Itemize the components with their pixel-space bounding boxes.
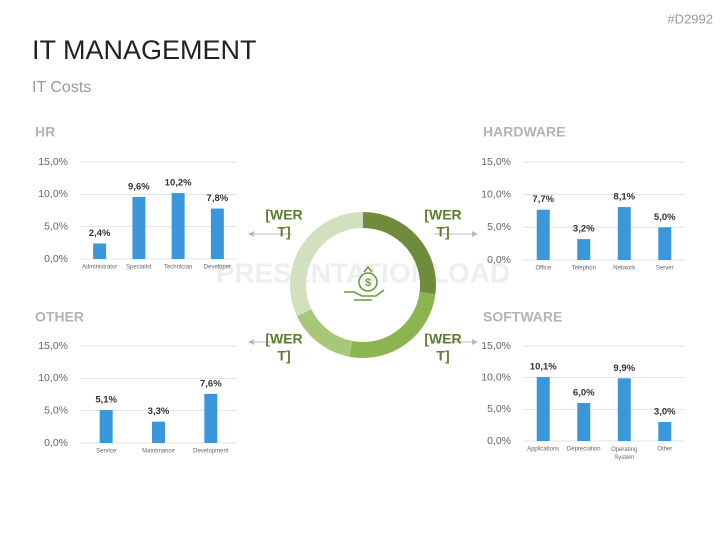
- x-tick-label: Development: [193, 449, 229, 455]
- y-tick-label: 15,0%: [481, 340, 511, 352]
- value-label: 7,7%: [532, 194, 554, 205]
- annotation: T]: [277, 348, 290, 364]
- value-label: 2,4%: [89, 228, 111, 239]
- donut-segment: [349, 292, 436, 359]
- annotation: [WER: [265, 207, 302, 223]
- y-tick-label: 5,0%: [487, 403, 511, 415]
- svg-text:$: $: [365, 277, 371, 289]
- bar: [210, 208, 224, 259]
- value-label: 5,0%: [654, 212, 676, 223]
- value-label: 9,9%: [613, 363, 635, 374]
- donut: [290, 212, 436, 359]
- value-label: 9,6%: [128, 181, 150, 192]
- x-tick-label: Maintmance: [142, 449, 175, 455]
- annotation: T]: [436, 224, 449, 240]
- slide-subtitle: IT Costs: [32, 79, 91, 96]
- watermark: PRESENTATIONLOAD: [216, 257, 511, 288]
- annotation: [WER: [265, 331, 302, 347]
- bar: [204, 393, 218, 443]
- donut-segment: [296, 309, 353, 357]
- value-label: 7,8%: [207, 193, 229, 204]
- y-tick-label: 0,0%: [44, 253, 68, 265]
- y-tick-label: 10,0%: [481, 188, 511, 200]
- money-icon: $: [344, 265, 385, 301]
- bar: [617, 378, 631, 441]
- y-tick-label: 0,0%: [487, 435, 511, 447]
- x-tick-label: Service: [96, 449, 117, 455]
- x-tick-label: Depreciation: [567, 447, 601, 453]
- value-label: 5,1%: [95, 395, 117, 406]
- annotation: T]: [436, 348, 449, 364]
- bar: [536, 209, 550, 260]
- y-tick-label: 5,0%: [44, 220, 68, 232]
- bar: [171, 193, 185, 259]
- arrows: [248, 231, 478, 345]
- y-tick-label: 10,0%: [481, 371, 511, 383]
- y-tick-label: 10,0%: [38, 188, 68, 200]
- x-tick-label: Server: [656, 266, 674, 272]
- annotation: [WER: [424, 207, 461, 223]
- value-label: 3,3%: [148, 406, 170, 417]
- x-tick-label: Specialist: [126, 265, 152, 271]
- bar: [617, 207, 631, 260]
- bar: [152, 421, 165, 443]
- bar: [536, 377, 550, 441]
- x-tick-label: Telephon: [572, 266, 596, 272]
- slide-code: #D2992: [667, 11, 713, 26]
- x-tick-label: Administrator: [82, 265, 117, 271]
- y-tick-label: 15,0%: [38, 156, 68, 168]
- x-tick-label: Other: [657, 447, 672, 453]
- x-tick-label: Operating System: [611, 447, 637, 461]
- x-tick-label: Office: [535, 266, 551, 272]
- x-tick-label: Applications: [527, 447, 559, 453]
- chart-title: HR: [35, 124, 55, 140]
- y-tick-label: 5,0%: [487, 221, 511, 233]
- annotation: T]: [277, 224, 290, 240]
- y-tick-label: 5,0%: [44, 404, 68, 416]
- bar: [99, 410, 113, 443]
- y-tick-label: 0,0%: [487, 254, 511, 266]
- value-label: 3,0%: [654, 407, 676, 418]
- y-tick-label: 15,0%: [481, 156, 511, 168]
- x-tick-label: Technician: [164, 265, 192, 271]
- x-tick-label: Network: [613, 266, 636, 272]
- bar: [577, 239, 591, 260]
- chart-title: HARDWARE: [483, 124, 565, 140]
- x-tick-label: Developer: [204, 265, 231, 271]
- donut-segment: [363, 212, 436, 295]
- value-label: 10,1%: [530, 362, 557, 373]
- chart-title: OTHER: [35, 309, 84, 325]
- bar: [93, 243, 107, 259]
- bar: [658, 422, 672, 441]
- donut-segment: [290, 212, 363, 317]
- value-label: 3,2%: [573, 224, 595, 235]
- value-label: 6,0%: [573, 388, 595, 399]
- value-label: 10,2%: [165, 178, 192, 189]
- chart-title: SOFTWARE: [483, 309, 562, 325]
- value-label: 7,6%: [200, 378, 222, 389]
- value-label: 8,1%: [613, 192, 635, 203]
- bar: [658, 227, 672, 260]
- annotation: [WER: [424, 331, 461, 347]
- y-tick-label: 10,0%: [38, 372, 68, 384]
- y-tick-label: 15,0%: [38, 340, 68, 352]
- y-tick-label: 0,0%: [44, 437, 68, 449]
- bar: [577, 403, 591, 441]
- bar: [132, 196, 146, 259]
- slide-title: IT MANAGEMENT: [32, 35, 257, 65]
